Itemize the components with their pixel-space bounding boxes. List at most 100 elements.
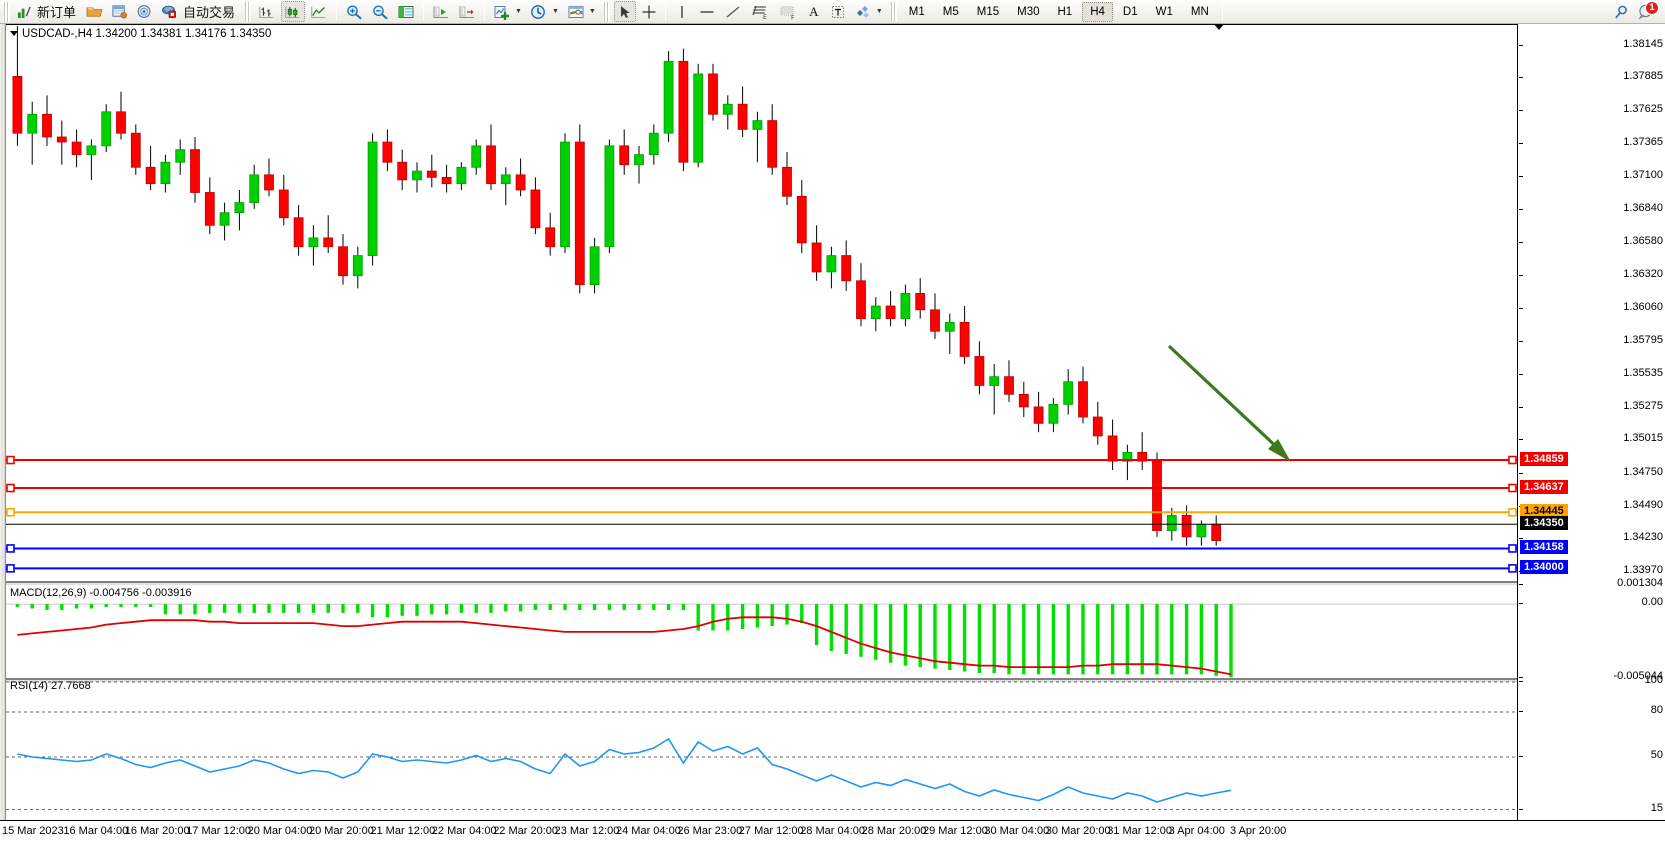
folder-button[interactable] [83,1,106,22]
timeframe-m5[interactable]: M5 [942,5,959,18]
objects-dropdown-arrow[interactable]: ▼ [875,8,883,15]
toolbar-grip[interactable] [3,1,10,22]
entry-level-tag[interactable]: 1.34445 [1520,504,1568,519]
time-axis[interactable]: 15 Mar 2023 16 Mar 04:00 16 Mar 20:00 17 Ma… [0,820,1665,844]
navigator-button[interactable] [133,1,156,22]
toolbar-separator-5 [1221,2,1223,21]
grid-button[interactable] [394,1,418,22]
macd-axis-tick-label: 0.00 [1641,596,1663,609]
candlestick-chart-button[interactable] [281,1,306,22]
timeframe-mn[interactable]: MN [1190,5,1209,18]
autotrading-button[interactable]: 自动交易 [158,1,240,22]
vertical-line-button[interactable] [671,1,693,22]
search-button[interactable] [1610,1,1634,22]
time-axis-tick-label: 20 Mar 04:00 [247,825,313,837]
time-axis-tick-label: 22 Mar 04:00 [431,825,497,837]
fibonacci-icon: E [752,5,767,20]
fibonacci-button[interactable]: E [747,1,773,22]
trendline-button[interactable] [721,1,745,22]
text-icon: A [809,3,819,19]
price-axis-tick-label: 1.36320 [1623,267,1663,280]
chart-menu-caret-icon[interactable] [10,31,18,36]
rsi-indicator-label: RSI(14) 27.7668 [10,680,91,692]
resistance-level-2-tag[interactable]: 1.34637 [1520,480,1568,495]
macd-indicator-label: MACD(12,26,9) -0.004756 -0.003916 [10,587,192,599]
periods-button[interactable]: ▼ [527,1,562,22]
resistance-level-1-tag[interactable]: 1.34859 [1520,452,1568,467]
text-button[interactable]: A [803,1,825,22]
chart-shift-icon [459,5,475,18]
price-axis-tick-label: 1.37625 [1623,103,1663,116]
autoscroll-icon [433,5,449,18]
timeframe-w1[interactable]: W1 [1155,5,1173,18]
timeframe-m30[interactable]: M30 [1017,5,1040,18]
horizontal-line-button[interactable] [695,1,719,22]
crosshair-icon [642,5,656,18]
cursor-button[interactable] [613,1,636,22]
price-axis-tick [1519,241,1523,243]
rsi-axis-tick-label: 15 [1650,801,1663,814]
price-axis-tick [1519,110,1523,112]
price-axis-tick-label: 1.35275 [1623,399,1663,412]
autoscroll-button[interactable] [429,1,453,22]
time-axis-tick-label: 28 Mar 20:00 [861,825,927,837]
crosshair-button[interactable] [638,1,660,22]
price-axis-tick [1519,209,1523,211]
grid-icon [398,5,414,18]
toolbar-grip-2[interactable] [244,1,252,22]
price-axis[interactable]: 1.38145 1.37885 1.37625 1.37365 1.37100 1.368… [1519,24,1665,820]
price-axis-tick-label: 1.37365 [1623,135,1663,148]
toolbar-separator-1 [336,2,338,21]
objects-icon [856,5,869,18]
new-order-button[interactable]: 新订单 [14,1,81,22]
chart-left-rail [0,24,6,820]
new-order-label: 新订单 [37,5,77,20]
objects-button[interactable]: ▼ [851,1,886,22]
symbol-info-text: USDCAD-,H4 1.34200 1.34381 1.34176 1.343… [22,28,272,40]
price-axis-tick [1519,176,1523,178]
price-axis-tick [1519,406,1523,408]
line-chart-button[interactable] [307,1,331,22]
time-axis-tick-label: 16 Mar 04:00 [63,825,129,837]
timeframe-group: M1 M5 M15 M30 H1 H4 D1 W1 MN [900,1,1218,22]
channel-button[interactable]: F [775,1,801,22]
support-level-2-tag[interactable]: 1.34000 [1520,560,1568,575]
chart-shift-marker[interactable] [1214,24,1224,30]
price-plot-area[interactable]: USDCAD-,H4 1.34200 1.34381 1.34176 1.343… [6,24,1518,820]
timeframe-m1[interactable]: M1 [908,5,925,18]
price-axis-tick [1519,307,1523,309]
templates-icon [568,5,584,18]
timeframe-d1[interactable]: D1 [1122,5,1138,18]
toolbar-grip-3[interactable] [602,1,610,22]
templates-dropdown-arrow[interactable]: ▼ [588,8,596,15]
time-axis-tick-label: 3 Apr 20:00 [1230,825,1287,837]
time-axis-tick-label: 24 Mar 04:00 [616,825,681,837]
chart-window: USDCAD-,H4 1.34200 1.34381 1.34176 1.343… [0,24,1665,844]
timeframe-h1[interactable]: H1 [1057,5,1073,18]
indicators-button[interactable]: ▼ [490,1,525,22]
toolbar-separator-3 [484,2,486,21]
candlestick-chart-icon [285,6,300,18]
price-axis-tick-label: 1.34490 [1623,498,1663,511]
periods-dropdown-arrow[interactable]: ▼ [551,8,559,15]
support-level-1-tag[interactable]: 1.34158 [1520,540,1568,555]
toolbar-grip-4[interactable] [889,1,897,22]
zoom-out-button[interactable] [368,1,392,22]
bar-chart-button[interactable] [255,1,279,22]
price-axis-tick-label: 1.37100 [1623,169,1663,182]
market-watch-button[interactable] [108,1,131,22]
indicators-dropdown-arrow[interactable]: ▼ [515,8,522,15]
timeframe-m15[interactable]: M15 [976,5,1000,18]
current-price-tag[interactable]: 1.34350 [1520,516,1568,531]
text-label-button[interactable] [827,1,849,22]
time-axis-tick-label: 17 Mar 12:00 [186,825,252,837]
chart-shift-button[interactable] [455,1,479,22]
templates-button[interactable]: ▼ [564,1,599,22]
price-axis-tick [1519,44,1523,46]
time-axis-tick-label: 26 Mar 23:00 [677,825,743,837]
timeframe-h4[interactable]: H4 [1082,1,1113,22]
notifications-button[interactable]: 1 [1635,0,1659,22]
zoom-in-button[interactable] [342,1,366,22]
horizontal-line-icon [700,10,714,13]
trendline-icon [726,6,740,17]
